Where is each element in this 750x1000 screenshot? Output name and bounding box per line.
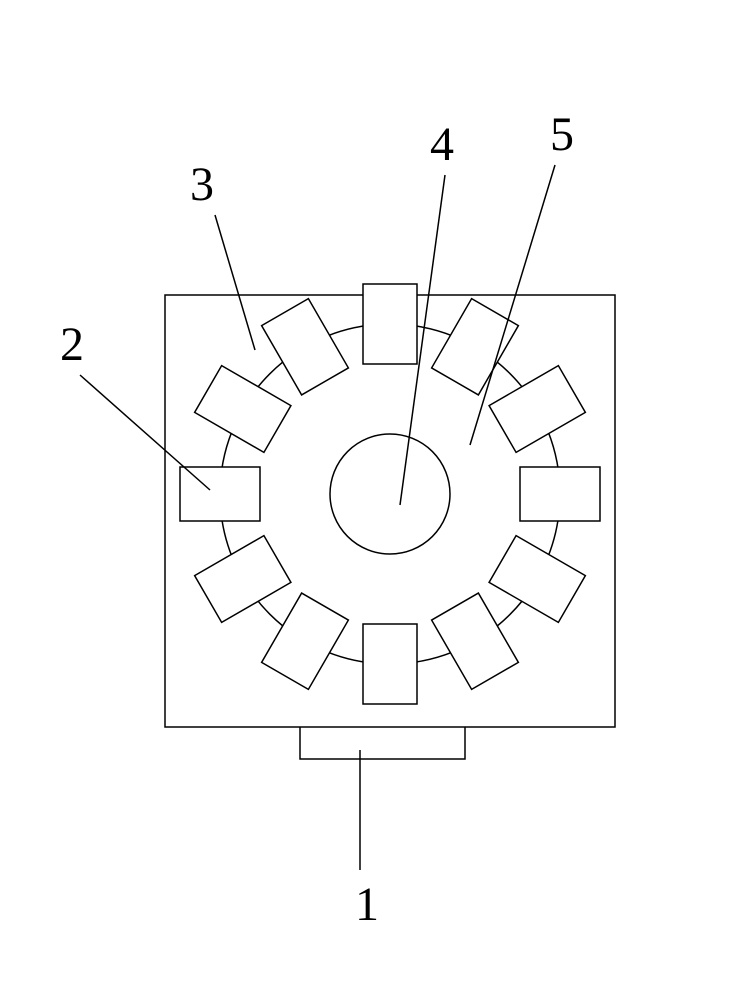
callout-4: 4 [430,118,454,171]
leader-3 [215,215,255,350]
radial-block [363,624,417,704]
radial-block [195,536,291,623]
radial-block [520,467,600,521]
radial-block [262,299,349,395]
radial-block [432,299,519,395]
ring [220,324,560,664]
radial-block [195,366,291,453]
base-tab [300,727,465,759]
center-circle [330,434,450,554]
callout-3: 3 [190,158,214,211]
radial-block [489,536,585,623]
callout-5: 5 [550,108,574,161]
callout-2: 2 [60,318,84,371]
radial-block [180,467,260,521]
radial-block [489,366,585,453]
leader-2 [80,375,210,490]
radial-block [262,593,349,689]
callout-1: 1 [355,878,379,931]
radial-block [363,284,417,364]
radial-block [432,593,519,689]
